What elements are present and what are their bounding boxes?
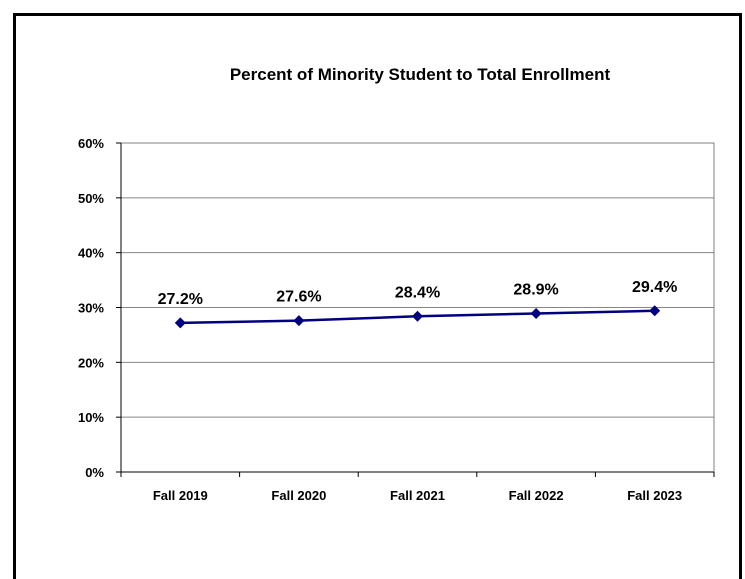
- chart-frame: [13, 13, 742, 579]
- y-tick-label: 20%: [78, 355, 104, 370]
- y-tick-label: 0%: [85, 465, 104, 480]
- data-point-marker: [293, 315, 305, 327]
- series-layer: 27.2% 27.6% 28.4% 28.9% 29.4%: [158, 279, 677, 329]
- data-point-marker: [174, 317, 186, 329]
- data-point-marker: [649, 305, 661, 317]
- x-tick-label: Fall 2020: [271, 488, 326, 503]
- data-label: 27.2%: [158, 291, 203, 308]
- gridlines: [121, 142, 714, 418]
- y-tick-label: 40%: [78, 246, 104, 261]
- x-tick-label: Fall 2022: [509, 488, 564, 503]
- x-tick-label: Fall 2019: [153, 488, 208, 503]
- y-tick-label: 60%: [78, 136, 104, 151]
- data-point-marker: [412, 310, 423, 322]
- x-tick-label: Fall 2021: [390, 488, 445, 503]
- y-tick-label: 50%: [78, 191, 104, 206]
- data-label: 28.4%: [395, 284, 440, 301]
- x-tick-label: Fall 2023: [627, 488, 682, 503]
- chart-title: Percent of Minority Student to Total Enr…: [230, 65, 611, 84]
- y-axis-ticks: 0% 10% 20% 30% 40% 50% 60%: [78, 136, 121, 480]
- y-tick-label: 10%: [78, 410, 104, 425]
- data-point-marker: [530, 308, 542, 320]
- data-label: 29.4%: [632, 279, 677, 296]
- data-label: 28.9%: [513, 282, 558, 299]
- x-axis-ticks: Fall 2019 Fall 2020 Fall 2021 Fall 2022 Fall…: [120, 472, 715, 503]
- y-tick-label: 30%: [78, 301, 104, 316]
- data-label: 27.6%: [276, 289, 321, 306]
